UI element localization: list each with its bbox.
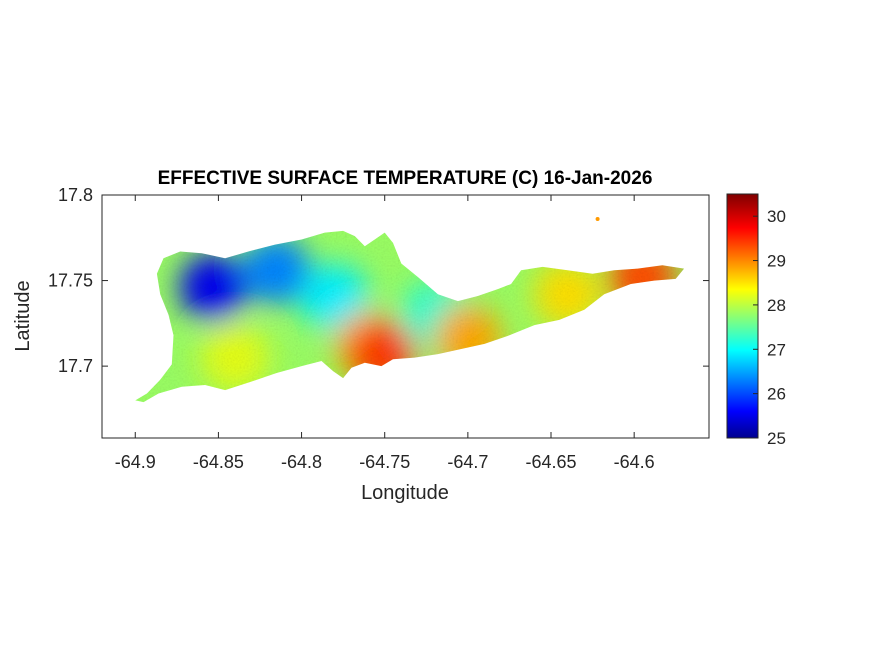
x-axis-ticks: -64.9 -64.85 -64.8 -64.75 -64.7 -64.65 -64.6: [115, 195, 655, 472]
x-tick-label: -64.6: [614, 452, 655, 472]
colorbar: 25 26 27 28 29 30: [726, 193, 786, 448]
y-axis-ticks: 17.7 17.75 17.8: [48, 185, 709, 376]
x-tick-label: -64.7: [447, 452, 488, 472]
islet: [595, 217, 600, 221]
x-tick-label: -64.85: [193, 452, 244, 472]
colorbar-gradient: [726, 193, 759, 439]
x-axis-label: Longitude: [361, 482, 449, 504]
y-tick-label: 17.8: [58, 185, 93, 205]
y-axis-label: Latitude: [12, 280, 34, 351]
y-tick-label: 17.75: [48, 271, 93, 291]
colorbar-tick-label: 29: [767, 252, 786, 271]
axes-frame: [101, 194, 710, 439]
colorbar-tick-label: 28: [767, 296, 786, 315]
chart-title: EFFECTIVE SURFACE TEMPERATURE (C) 16-Jan…: [158, 168, 653, 189]
y-tick-label: 17.7: [58, 356, 93, 376]
x-tick-label: -64.65: [525, 452, 576, 472]
colorbar-tick-label: 30: [767, 207, 786, 226]
x-tick-label: -64.8: [281, 452, 322, 472]
colorbar-tick-label: 26: [767, 385, 786, 404]
colorbar-tick-label: 27: [767, 340, 786, 359]
colorbar-tick-label: 25: [767, 429, 786, 448]
colorbar-ticks: 25 26 27 28 29 30: [753, 207, 786, 448]
x-tick-label: -64.9: [115, 452, 156, 472]
map-axes: -64.9 -64.85 -64.8 -64.75 -64.7 -64.65 -64.6 1…: [48, 185, 710, 472]
x-tick-label: -64.75: [359, 452, 410, 472]
